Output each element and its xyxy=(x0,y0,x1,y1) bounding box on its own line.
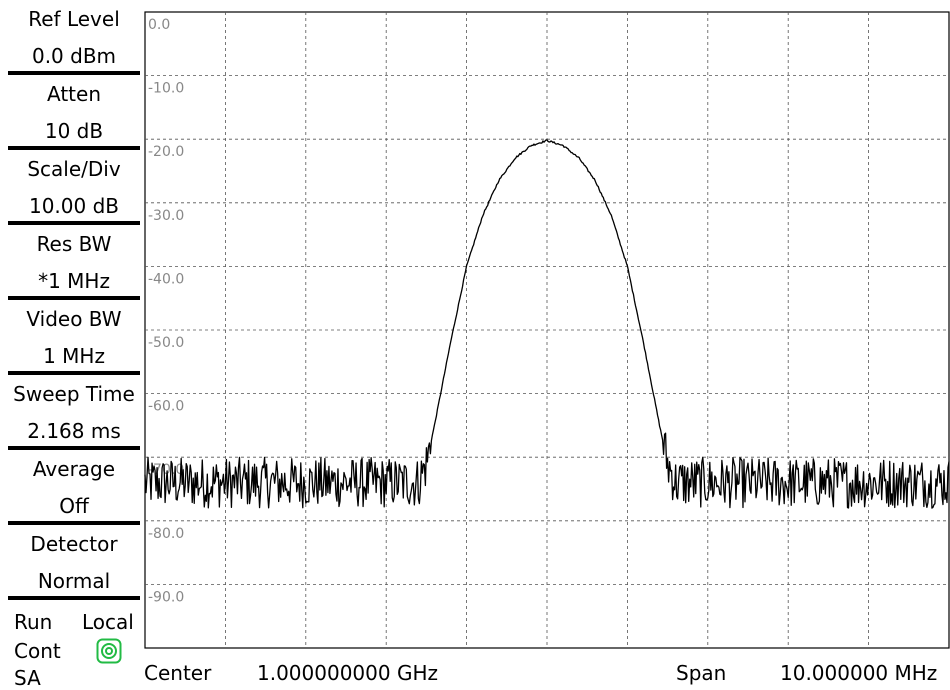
atten-label: Atten xyxy=(47,82,101,106)
y-tick-label: -30.0 xyxy=(148,208,184,224)
y-tick-label: -90.0 xyxy=(148,589,184,605)
average-softkey[interactable]: Average Off xyxy=(8,450,140,525)
res-bw-softkey[interactable]: Res BW *1 MHz xyxy=(8,225,140,300)
span-label: Span xyxy=(676,661,727,685)
divider xyxy=(8,146,140,150)
ref-level-softkey[interactable]: Ref Level 0.0 dBm xyxy=(8,0,140,75)
ref-level-value: 0.0 dBm xyxy=(31,44,117,68)
y-tick-label: -10.0 xyxy=(148,81,184,97)
average-label: Average xyxy=(32,457,116,481)
y-tick-label: -50.0 xyxy=(148,335,184,351)
center-label: Center xyxy=(144,661,212,685)
y-tick-labels: 0.0-10.0-20.0-30.0-40.0-50.0-60.0-70.0-8… xyxy=(148,17,184,605)
span-frequency[interactable]: 10.000000 MHz xyxy=(780,661,938,685)
res-bw-label: Res BW xyxy=(36,232,112,256)
scale-div-softkey[interactable]: Scale/Div 10.00 dB xyxy=(8,150,140,225)
sweep-time-value: 2.168 ms xyxy=(27,419,121,443)
divider xyxy=(8,296,140,300)
y-tick-label: -40.0 xyxy=(148,271,184,287)
res-bw-value: *1 MHz xyxy=(38,269,110,293)
divider xyxy=(8,71,140,75)
spectrum-trace xyxy=(144,139,950,509)
video-bw-softkey[interactable]: Video BW 1 MHz xyxy=(8,300,140,375)
center-frequency[interactable]: 1.000000000 GHz xyxy=(257,661,438,685)
y-tick-label: -80.0 xyxy=(148,526,184,542)
divider xyxy=(8,521,140,525)
y-tick-label: 0.0 xyxy=(148,17,170,33)
average-value: Off xyxy=(59,494,89,518)
divider xyxy=(8,446,140,450)
frequency-footer: Center 1.000000000 GHz Span 10.000000 MH… xyxy=(144,660,950,690)
plot-grid xyxy=(144,11,950,649)
video-bw-label: Video BW xyxy=(26,307,122,331)
detector-softkey[interactable]: Detector Normal xyxy=(8,525,140,600)
sweep-mode: Cont xyxy=(14,639,61,663)
video-bw-value: 1 MHz xyxy=(43,344,105,368)
sweep-time-label: Sweep Time xyxy=(13,382,135,406)
local-status: Local xyxy=(82,610,134,634)
scale-div-label: Scale/Div xyxy=(27,157,121,181)
atten-softkey[interactable]: Atten 10 dB xyxy=(8,75,140,150)
y-tick-label: -60.0 xyxy=(148,399,184,415)
divider xyxy=(8,596,140,600)
sweep-time-softkey[interactable]: Sweep Time 2.168 ms xyxy=(8,375,140,450)
atten-value: 10 dB xyxy=(44,119,104,143)
remote-local-icon xyxy=(96,638,122,664)
analyzer-mode: SA xyxy=(14,666,41,690)
divider xyxy=(8,371,140,375)
y-tick-label: -20.0 xyxy=(148,144,184,160)
status-panel: Run Local Cont SA xyxy=(0,600,144,690)
scale-div-value: 10.00 dB xyxy=(28,194,120,218)
ref-level-label: Ref Level xyxy=(28,7,120,31)
spectrum-plot[interactable]: 0.0-10.0-20.0-30.0-40.0-50.0-60.0-70.0-8… xyxy=(144,0,950,660)
settings-sidebar: Ref Level 0.0 dBm Atten 10 dB Scale/Div … xyxy=(0,0,144,690)
detector-label: Detector xyxy=(30,532,118,556)
divider xyxy=(8,221,140,225)
run-status: Run xyxy=(14,610,53,634)
detector-value: Normal xyxy=(37,569,111,593)
